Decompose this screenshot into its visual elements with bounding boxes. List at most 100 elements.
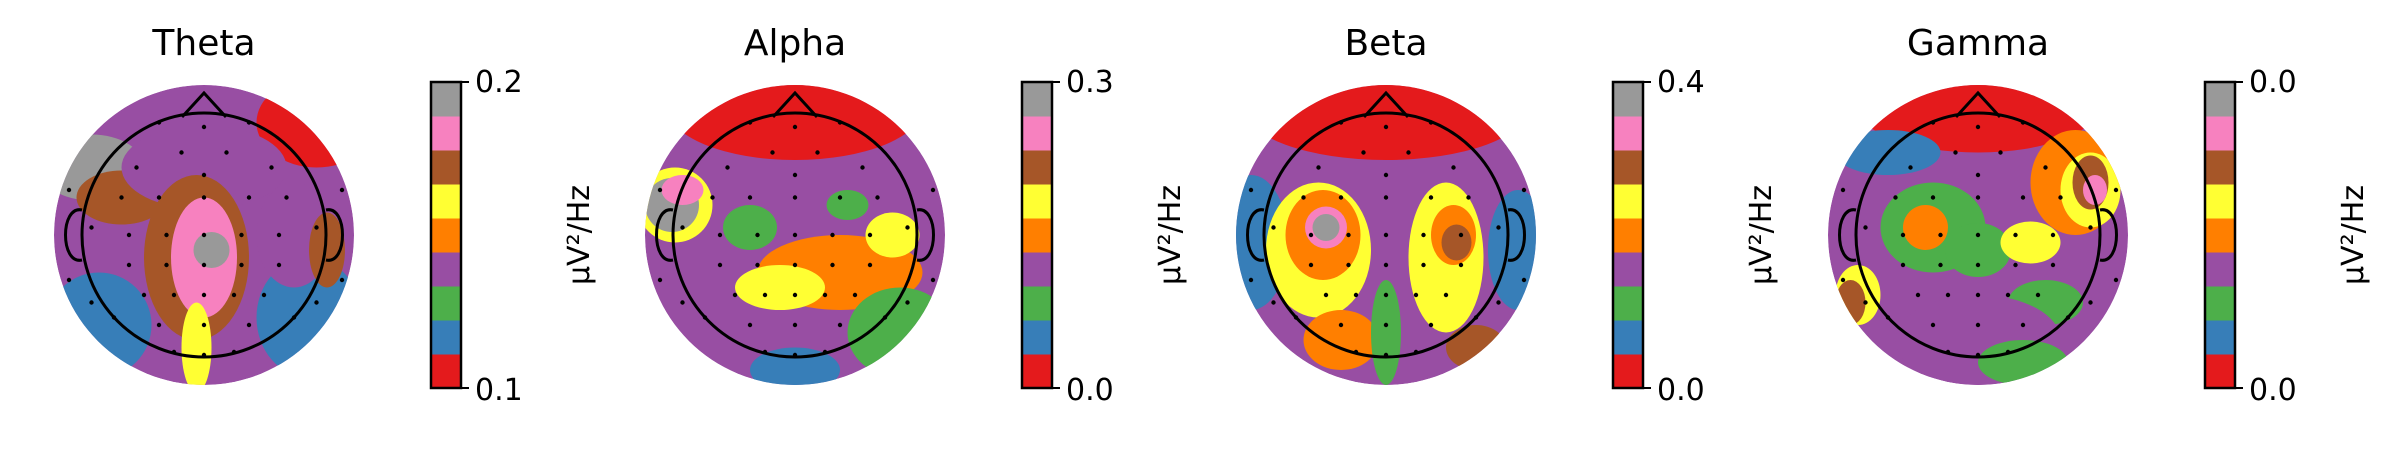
sensor-marker [792, 322, 798, 328]
sensor-marker [1930, 120, 1936, 125]
sensor-marker [2020, 322, 2026, 328]
sensor-marker [905, 225, 910, 230]
sensor-marker [1323, 292, 1329, 298]
sensor-marker [224, 150, 229, 155]
topomap-panel-gamma: Gamma 0.0 0.0 µV²/Hz [1828, 23, 2371, 408]
colorbar-segment [431, 354, 461, 389]
colorbar-segment [1613, 116, 1643, 151]
sensor-marker [156, 195, 162, 200]
sensor-marker [1975, 124, 1981, 130]
colorbar-unit-label: µV²/Hz [562, 185, 597, 285]
colorbar-segment [2205, 116, 2235, 151]
sensor-marker [1930, 322, 1936, 328]
sensor-marker [1271, 300, 1276, 305]
sensor-marker [792, 195, 798, 200]
right-ear-outline [2099, 208, 2118, 262]
right-ear-outline [916, 208, 935, 262]
colorbar-segment [1613, 150, 1643, 185]
sensor-marker [339, 187, 345, 193]
sensor-marker [2088, 225, 2093, 230]
colorbar-segment [1613, 354, 1643, 389]
topomap-region [54, 272, 152, 378]
sensor-marker [837, 195, 843, 200]
colorbar-segment [2205, 354, 2235, 389]
topomap-region [1978, 340, 2068, 385]
colorbar-frame [1020, 80, 1054, 390]
colorbar-segment [1022, 184, 1052, 219]
sensor-marker [1458, 232, 1464, 238]
colorbar-segment [431, 150, 461, 185]
colorbar-segment [1022, 218, 1052, 253]
colorbar: 0.4 0.0 µV²/Hz [1611, 65, 1779, 408]
colorbar-segment [2205, 252, 2235, 287]
sensor-marker [1338, 322, 1344, 328]
colorbar: 0.2 0.1 µV²/Hz [429, 65, 597, 408]
sensor-marker [156, 120, 162, 125]
sensor-marker [1975, 195, 1981, 200]
sensor-marker [1406, 150, 1411, 155]
topomap-field [645, 85, 945, 385]
sensor-marker [710, 195, 715, 200]
sensor-marker [1428, 195, 1434, 200]
sensor-marker [930, 187, 936, 193]
sensor-marker [141, 292, 147, 298]
sensor-marker [725, 165, 730, 170]
sensor-marker [1945, 349, 1951, 355]
sensor-marker [239, 262, 244, 268]
sensor-marker [717, 262, 723, 268]
sensor-marker [1338, 195, 1344, 200]
colorbar-segment [1613, 218, 1643, 253]
sensor-marker [1353, 292, 1359, 298]
topomap-region [847, 287, 945, 378]
sensor-marker [119, 195, 124, 200]
right-ear-outline [325, 208, 344, 262]
sensor-marker [657, 277, 663, 283]
sensor-marker [1885, 315, 1891, 320]
sensor-marker [1975, 172, 1981, 178]
sensor-marker [860, 165, 865, 170]
sensor-marker [717, 232, 723, 238]
sensor-marker [126, 262, 132, 268]
sensor-marker [89, 300, 94, 305]
sensor-marker [1301, 195, 1306, 200]
nose-outline [180, 90, 228, 119]
nose-outline [1362, 90, 1410, 119]
panel-title: Gamma [1907, 23, 2049, 64]
sensor-marker [1248, 277, 1254, 283]
sensor-marker [1383, 195, 1389, 200]
sensor-marker [276, 262, 282, 268]
sensor-marker [201, 352, 207, 358]
colorbar-segment [1613, 184, 1643, 219]
colorbar-segment [2205, 184, 2235, 219]
sensor-marker [1893, 195, 1898, 200]
panel-title: Alpha [744, 23, 846, 64]
topomap-region [1312, 214, 1340, 241]
sensor-marker [1413, 349, 1419, 355]
sensor-marker [1443, 292, 1449, 298]
sensor-marker [680, 225, 685, 230]
colorbar-frame [429, 80, 463, 390]
colorbar-segment [1613, 82, 1643, 117]
sensor-marker [1840, 187, 1846, 193]
sensor-marker [837, 120, 843, 125]
sensor-marker [1908, 165, 1913, 170]
sensor-marker [1938, 262, 1943, 268]
sensor-marker [747, 322, 753, 328]
colorbar-segment [431, 82, 461, 117]
sensor-marker [1383, 262, 1389, 268]
sensor-marker [2058, 195, 2063, 200]
sensor-marker [1428, 120, 1434, 125]
sensor-marker [867, 262, 873, 268]
sensor-marker [1353, 349, 1359, 355]
sensor-marker [239, 232, 244, 238]
sensor-marker [762, 292, 768, 298]
topomap-region [1303, 310, 1379, 370]
sensor-marker [1998, 150, 2003, 155]
sensor-marker [875, 195, 880, 200]
sensor-marker [1383, 292, 1389, 298]
colorbar-unit-label: µV²/Hz [1744, 185, 1779, 285]
topomap-region [1371, 280, 1401, 385]
sensor-marker [702, 315, 708, 320]
